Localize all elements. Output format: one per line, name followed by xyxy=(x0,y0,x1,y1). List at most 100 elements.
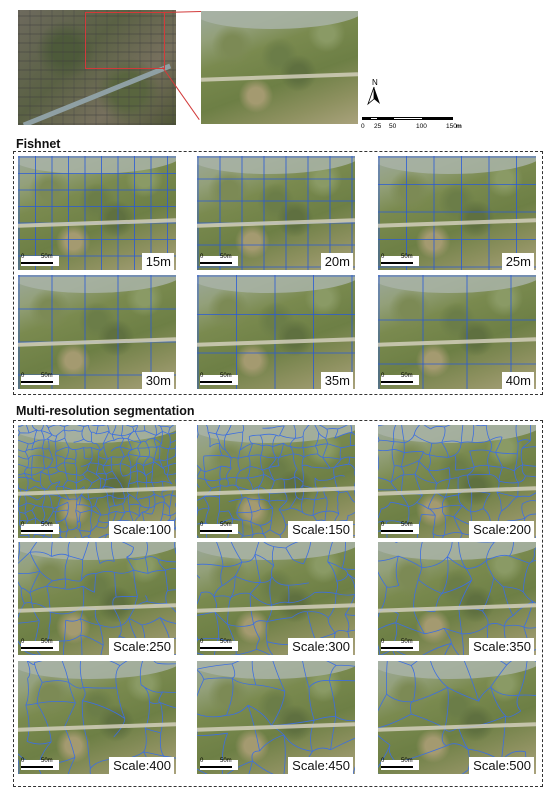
segmentation-tile: 0 50m Scale:200 xyxy=(378,425,536,538)
tile-scalebar-fifty: 50m xyxy=(220,373,232,379)
tile-label: 25m xyxy=(501,253,534,270)
tile-scalebar: 0 50m xyxy=(200,373,238,385)
tile-scalebar-bar xyxy=(200,262,232,264)
tile-scalebar-fifty: 50m xyxy=(220,254,232,260)
segmentation-panel xyxy=(13,420,543,787)
tile-scalebar-bar xyxy=(381,530,413,532)
tile-scalebar-fifty: 50m xyxy=(220,639,232,645)
tile-scalebar-zero: 0 xyxy=(381,522,385,528)
study-area-highlight xyxy=(85,12,165,69)
tile-scalebar: 0 50m xyxy=(381,254,419,266)
tile-label: 40m xyxy=(501,372,534,389)
segment-boundaries xyxy=(378,661,536,774)
tile-scalebar: 0 50m xyxy=(200,758,238,770)
segmentation-tile: 0 50m Scale:350 xyxy=(378,542,536,655)
tile-label: 20m xyxy=(320,253,353,270)
segmentation-tile: 0 50m Scale:450 xyxy=(197,661,355,774)
tile-scalebar-zero: 0 xyxy=(200,639,204,645)
fishnet-tile: 0 50m 30m xyxy=(18,275,176,389)
fishnet-title: Fishnet xyxy=(16,137,61,151)
overview-scalebar: 0 25 50 100 150 m xyxy=(361,117,462,133)
tile-scalebar-zero: 0 xyxy=(21,522,25,528)
fishnet-panel xyxy=(13,151,543,395)
segmentation-tile: 0 50m Scale:250 xyxy=(18,542,176,655)
tile-scalebar-zero: 0 xyxy=(21,254,25,260)
tile-scalebar: 0 50m xyxy=(21,254,59,266)
fishnet-tile: 0 50m 25m xyxy=(378,156,536,270)
tile-label: Scale:350 xyxy=(469,638,534,655)
scale-label-150: 150 xyxy=(446,123,457,130)
north-arrow: N xyxy=(366,78,382,106)
tile-label: Scale:400 xyxy=(109,757,174,774)
fishnet-tile: 0 50m 40m xyxy=(378,275,536,389)
tile-label: Scale:500 xyxy=(469,757,534,774)
tile-scalebar-bar xyxy=(21,766,53,768)
fishnet-tile: 0 50m 15m xyxy=(18,156,176,270)
tile-scalebar-bar xyxy=(381,647,413,649)
segmentation-tile: 0 50m Scale:400 xyxy=(18,661,176,774)
tile-scalebar-fifty: 50m xyxy=(41,639,53,645)
segmentation-title: Multi-resolution segmentation xyxy=(16,404,195,418)
tile-scalebar-bar xyxy=(21,262,53,264)
tile-scalebar-zero: 0 xyxy=(21,639,25,645)
fishnet-grid xyxy=(378,275,536,389)
tile-scalebar-bar xyxy=(381,262,413,264)
tile-scalebar-bar xyxy=(200,381,232,383)
fishnet-grid xyxy=(378,156,536,270)
tile-scalebar-zero: 0 xyxy=(381,758,385,764)
tile-scalebar-fifty: 50m xyxy=(41,254,53,260)
tile-scalebar: 0 50m xyxy=(381,522,419,534)
north-label: N xyxy=(372,78,378,87)
tile-scalebar-bar xyxy=(200,647,232,649)
tile-scalebar-zero: 0 xyxy=(381,639,385,645)
scale-unit: m xyxy=(456,123,462,130)
tile-scalebar-zero: 0 xyxy=(200,522,204,528)
tile-label: Scale:200 xyxy=(469,521,534,538)
tile-scalebar-fifty: 50m xyxy=(401,758,413,764)
tile-scalebar-bar xyxy=(381,381,413,383)
tile-scalebar: 0 50m xyxy=(21,373,59,385)
tile-label: 30m xyxy=(141,372,174,389)
north-arrow-icon xyxy=(367,86,380,106)
scale-label-25: 25 xyxy=(374,123,382,130)
tile-scalebar: 0 50m xyxy=(21,522,59,534)
fishnet-tile: 0 50m 35m xyxy=(197,275,355,389)
fishnet-grid xyxy=(18,156,176,270)
tile-label: Scale:250 xyxy=(109,638,174,655)
fishnet-grid xyxy=(197,275,355,389)
scale-label-50: 50 xyxy=(389,123,397,130)
scale-label-0: 0 xyxy=(361,123,365,130)
tile-scalebar-fifty: 50m xyxy=(401,373,413,379)
river xyxy=(22,63,172,125)
tile-scalebar-zero: 0 xyxy=(381,373,385,379)
tile-scalebar-bar xyxy=(21,381,53,383)
city-overview-image xyxy=(18,10,176,125)
tile-scalebar: 0 50m xyxy=(21,758,59,770)
tile-scalebar-zero: 0 xyxy=(21,758,25,764)
tile-scalebar-fifty: 50m xyxy=(220,522,232,528)
segment-boundaries xyxy=(18,661,176,774)
tile-label: 35m xyxy=(320,372,353,389)
study-area-image xyxy=(201,11,358,124)
tile-scalebar: 0 50m xyxy=(200,254,238,266)
tile-scalebar: 0 50m xyxy=(381,758,419,770)
fishnet-grid xyxy=(197,156,355,270)
tile-scalebar-zero: 0 xyxy=(381,254,385,260)
tile-scalebar-fifty: 50m xyxy=(401,254,413,260)
fishnet-tile: 0 50m 20m xyxy=(197,156,355,270)
tile-scalebar-fifty: 50m xyxy=(401,639,413,645)
tile-scalebar: 0 50m xyxy=(21,639,59,651)
segmentation-tile: 0 50m Scale:300 xyxy=(197,542,355,655)
tile-scalebar-zero: 0 xyxy=(200,254,204,260)
tile-label: Scale:300 xyxy=(288,638,353,655)
tile-scalebar-zero: 0 xyxy=(21,373,25,379)
tile-scalebar-bar xyxy=(21,647,53,649)
segmentation-tile: 0 50m Scale:150 xyxy=(197,425,355,538)
tile-label: Scale:100 xyxy=(109,521,174,538)
segmentation-tile: 0 50m Scale:100 xyxy=(18,425,176,538)
tile-scalebar: 0 50m xyxy=(381,639,419,651)
tile-scalebar-zero: 0 xyxy=(200,373,204,379)
scale-label-100: 100 xyxy=(416,123,427,130)
tile-scalebar-bar xyxy=(21,530,53,532)
tile-scalebar-fifty: 50m xyxy=(401,522,413,528)
